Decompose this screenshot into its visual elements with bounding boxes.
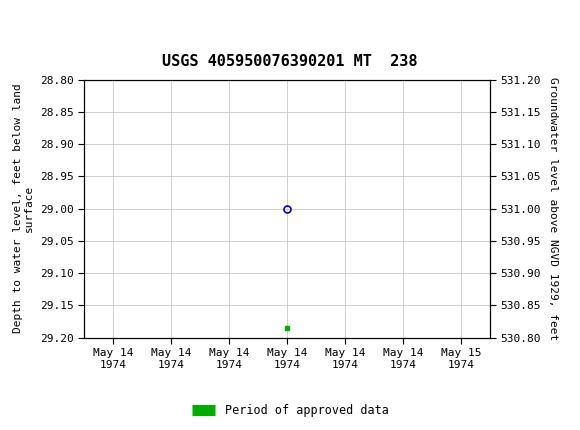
Text: ≡: ≡ [7,12,28,36]
Y-axis label: Depth to water level, feet below land
surface: Depth to water level, feet below land su… [13,84,34,333]
Text: USGS 405950076390201 MT  238: USGS 405950076390201 MT 238 [162,54,418,69]
Y-axis label: Groundwater level above NGVD 1929, feet: Groundwater level above NGVD 1929, feet [548,77,558,340]
Legend: Period of approved data: Period of approved data [187,399,393,422]
Text: USGS: USGS [32,15,87,33]
